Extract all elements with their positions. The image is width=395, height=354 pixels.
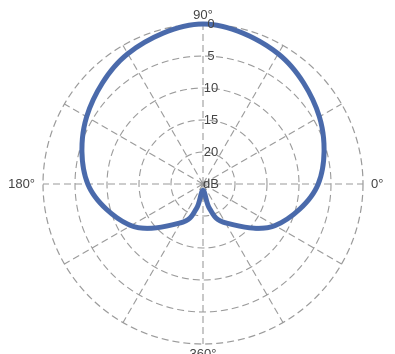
angle-label: 0°	[371, 176, 383, 191]
labels-layer: 0° 90° 180° 360° 0 5 10 15 20 dB	[8, 7, 383, 354]
radial-tick-label: 10	[204, 80, 218, 95]
radial-tick-label: dB	[203, 176, 219, 191]
grid-ring	[170, 151, 236, 217]
series-line	[79, 21, 327, 231]
angle-label: 180°	[8, 176, 35, 191]
grid-ring	[138, 119, 268, 249]
grid-spoke	[122, 45, 204, 185]
grid-spoke	[202, 45, 284, 185]
angle-label: 90°	[193, 7, 213, 22]
grid-ring	[106, 87, 300, 281]
radial-tick-label: 20	[204, 144, 218, 159]
series-layer	[79, 21, 327, 231]
radial-tick-label: 15	[204, 112, 218, 127]
grid-spoke	[122, 183, 204, 323]
radial-tick-label: 5	[207, 48, 214, 63]
grid-spoke	[202, 183, 284, 323]
angle-label: 360°	[190, 346, 217, 354]
radial-tick-label: 0	[207, 16, 214, 31]
